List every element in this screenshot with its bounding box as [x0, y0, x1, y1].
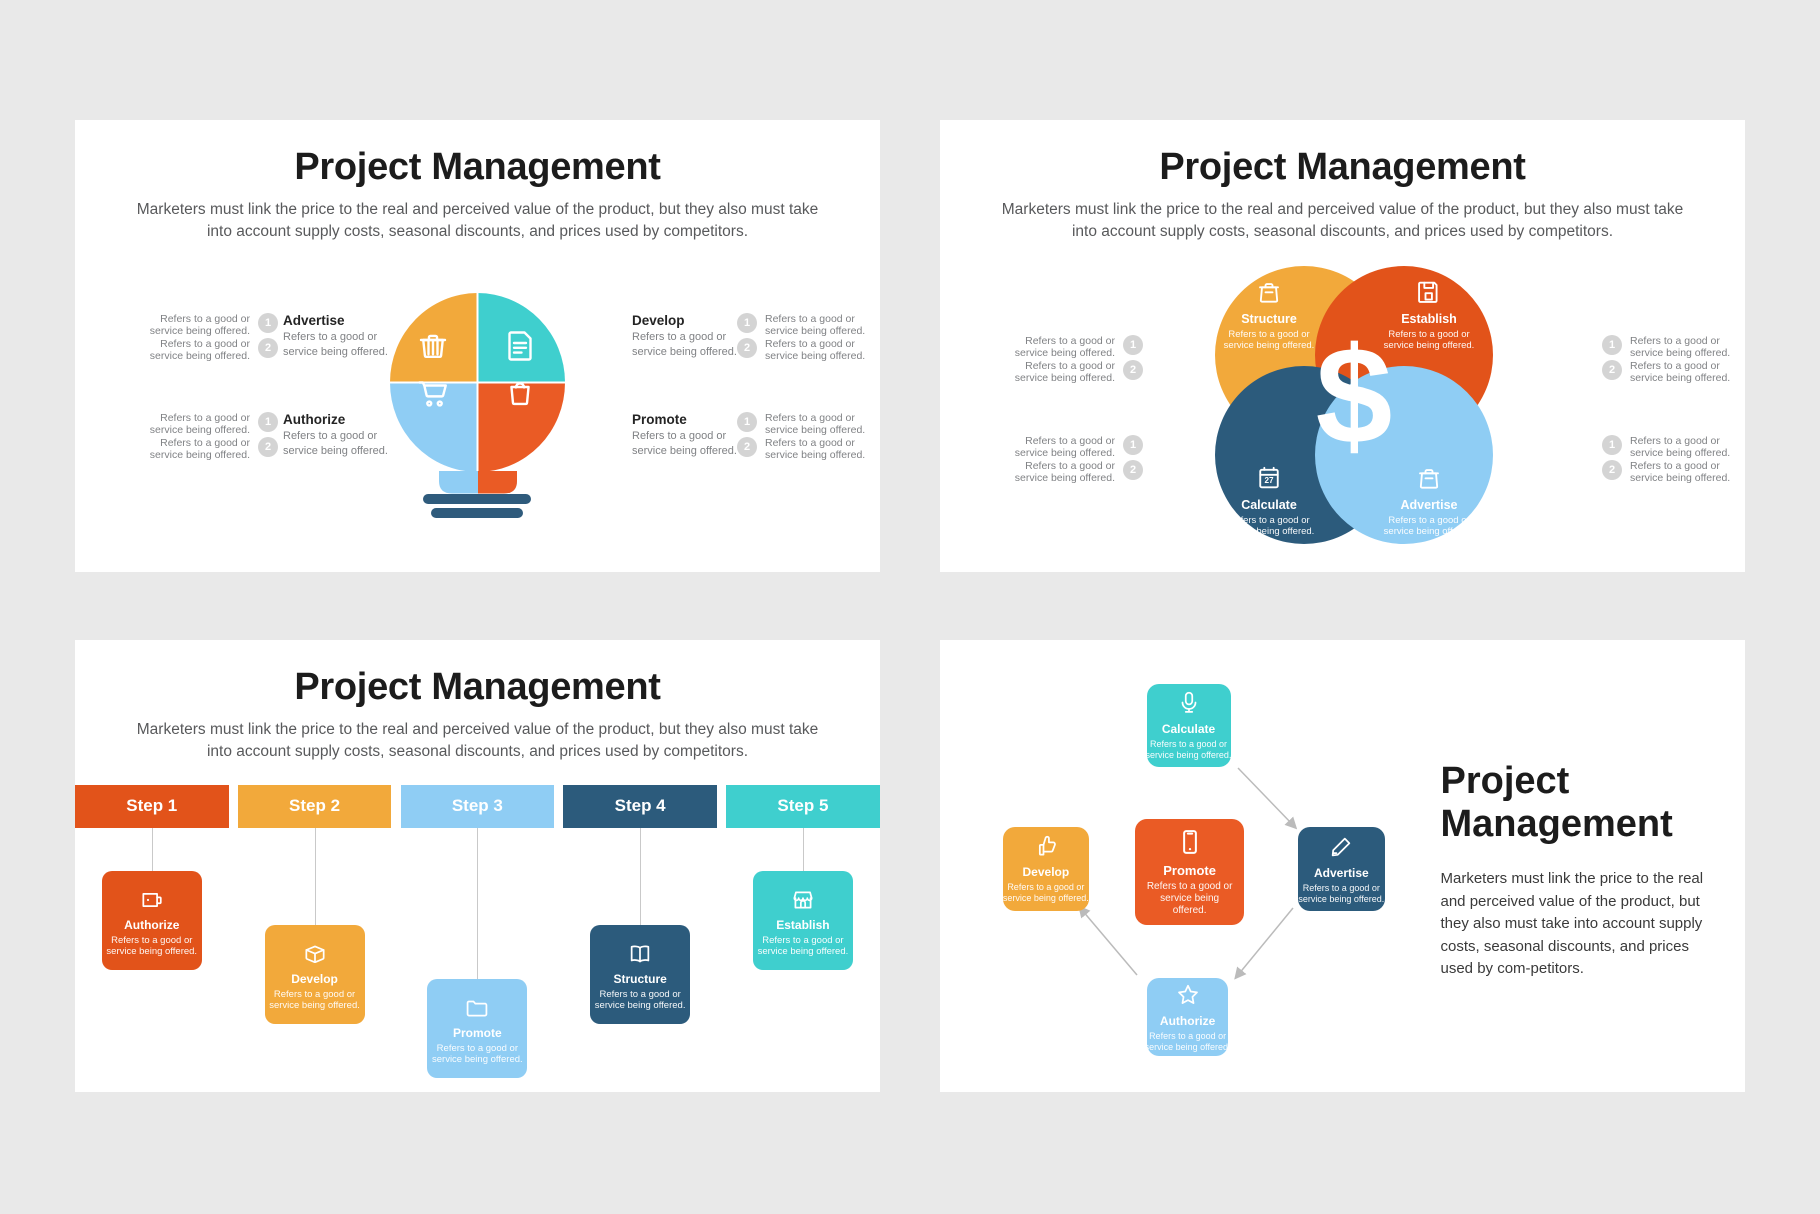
svg-text:27: 27: [1264, 476, 1274, 485]
svg-text:$: $: [1316, 340, 1393, 470]
